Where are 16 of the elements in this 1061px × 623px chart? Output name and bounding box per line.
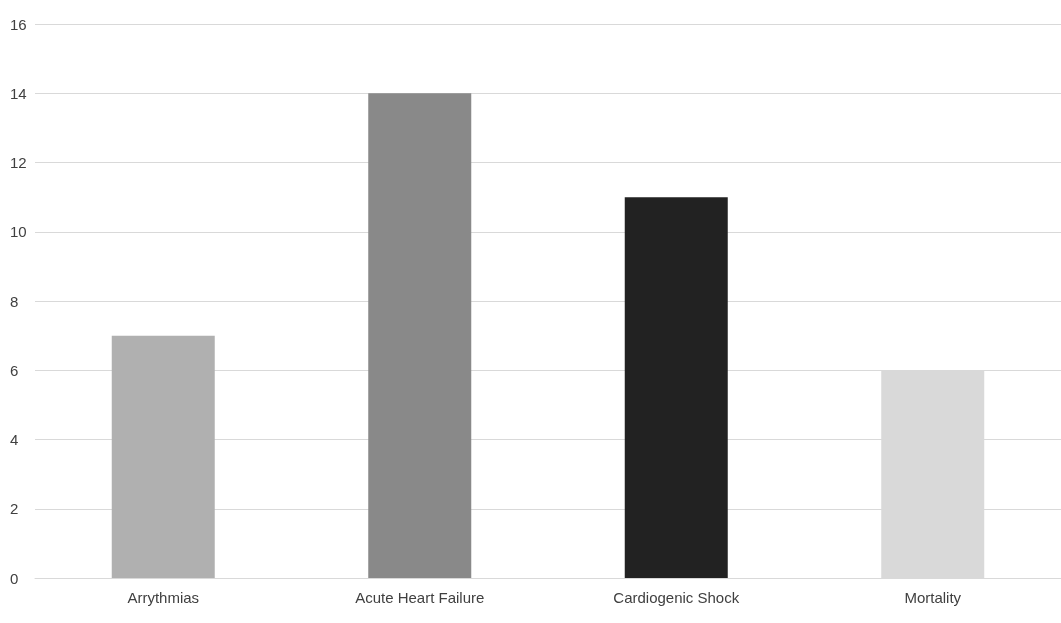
y-tick-label: 12 — [10, 154, 27, 171]
x-tick-label: Cardiogenic Shock — [613, 589, 740, 606]
y-tick-label: 6 — [10, 361, 19, 379]
x-tick-label: Acute Heart Failure — [355, 589, 485, 606]
y-tick-label: 0 — [10, 569, 19, 587]
y-tick-label: 10 — [10, 223, 27, 241]
bar — [111, 335, 215, 578]
bar — [624, 197, 728, 578]
y-tick-label: 8 — [10, 292, 19, 310]
y-tick-label: 14 — [10, 84, 27, 102]
y-tick-label: 16 — [10, 15, 27, 33]
x-tick-label: Arrythmias — [127, 589, 200, 606]
x-tick-label: Mortality — [904, 589, 962, 606]
y-tick-label: 2 — [10, 500, 19, 518]
bar — [368, 93, 472, 578]
y-tick-label: 4 — [10, 431, 19, 448]
